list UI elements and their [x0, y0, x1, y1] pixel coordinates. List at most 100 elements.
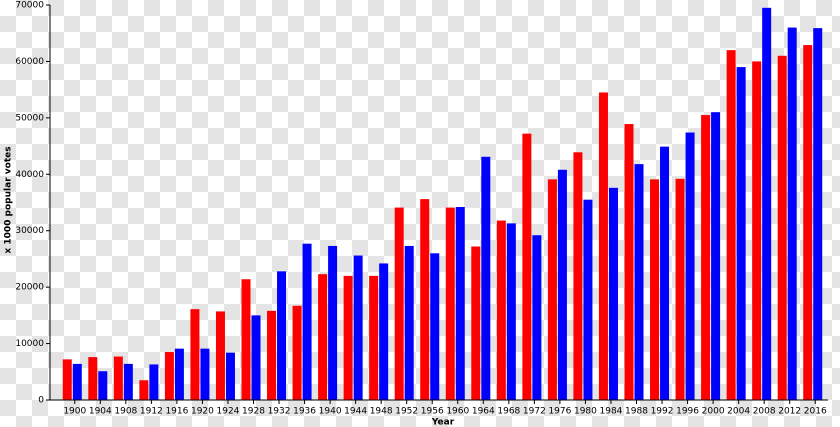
- x-tick-label: 1992: [651, 407, 674, 417]
- bar: [123, 363, 133, 400]
- bar: [506, 223, 516, 400]
- x-tick-label: 1996: [676, 407, 699, 417]
- bar: [369, 275, 379, 400]
- x-tick-label: 1964: [472, 407, 495, 417]
- bar: [62, 359, 72, 400]
- bar: [624, 124, 634, 401]
- bar: [522, 133, 532, 400]
- bar: [164, 352, 174, 400]
- bar: [752, 61, 762, 401]
- y-axis-label: x 1000 popular votes: [4, 146, 14, 253]
- bar: [532, 235, 542, 400]
- x-tick-label: 1968: [497, 407, 520, 417]
- bar: [445, 207, 455, 400]
- x-tick-label: 1976: [548, 407, 571, 417]
- bar: [379, 263, 389, 400]
- bar: [547, 179, 557, 400]
- bar: [277, 271, 287, 400]
- y-tick-label: 40000: [15, 170, 44, 180]
- bar: [598, 92, 608, 400]
- y-tick-label: 70000: [15, 1, 44, 11]
- bar: [777, 55, 787, 401]
- bar: [787, 27, 797, 400]
- bar: [343, 275, 353, 400]
- bar: [113, 356, 123, 400]
- x-tick-label: 1928: [242, 407, 265, 417]
- x-axis-label: Year: [431, 418, 455, 427]
- x-tick-label: 1940: [319, 407, 342, 417]
- x-tick-label: 1924: [217, 407, 240, 417]
- bar: [675, 178, 685, 400]
- x-tick-label: 2008: [753, 407, 776, 417]
- bar: [685, 132, 695, 400]
- y-tick-label: 50000: [15, 113, 44, 123]
- bar: [736, 67, 746, 401]
- bar: [72, 363, 82, 400]
- bar: [302, 243, 312, 400]
- bar: [98, 371, 108, 400]
- y-tick-label: 10000: [15, 339, 44, 349]
- x-tick-label: 1972: [523, 407, 546, 417]
- bar: [471, 246, 481, 400]
- bar: [726, 50, 736, 401]
- x-tick-label: 2000: [702, 407, 725, 417]
- bar: [583, 199, 593, 400]
- bar: [394, 207, 404, 400]
- bar: [660, 146, 670, 400]
- x-tick-label: 2004: [727, 407, 750, 417]
- bar: [420, 199, 430, 400]
- bar: [267, 310, 277, 400]
- x-tick-label: 1948: [370, 407, 393, 417]
- bar: [251, 315, 261, 400]
- bar: [353, 255, 363, 400]
- x-tick-label: 1952: [395, 407, 418, 417]
- x-tick-label: 1900: [63, 407, 86, 417]
- x-tick-label: 1908: [114, 407, 137, 417]
- bar: [430, 253, 440, 400]
- bar: [573, 152, 583, 400]
- x-tick-label: 2016: [804, 407, 827, 417]
- bar: [174, 348, 184, 400]
- y-tick-label: 0: [38, 396, 44, 406]
- bar: [215, 311, 225, 400]
- bar: [711, 112, 721, 400]
- x-tick-label: 1932: [268, 407, 291, 417]
- bar: [190, 309, 200, 400]
- y-tick-label: 60000: [15, 57, 44, 67]
- bar: [803, 45, 813, 401]
- bar: [139, 380, 149, 400]
- bar: [200, 348, 210, 400]
- bar: [608, 187, 618, 400]
- y-tick-label: 20000: [15, 283, 44, 293]
- bar: [481, 156, 491, 400]
- x-tick-label: 1920: [191, 407, 214, 417]
- bar: [292, 305, 302, 400]
- x-tick-label: 1912: [140, 407, 163, 417]
- x-tick-label: 1960: [446, 407, 469, 417]
- bar: [650, 179, 660, 400]
- x-tick-label: 2012: [778, 407, 801, 417]
- bar: [241, 279, 251, 400]
- x-tick-label: 1904: [89, 407, 112, 417]
- x-tick-label: 1936: [293, 407, 316, 417]
- bar: [149, 364, 159, 400]
- x-tick-label: 1984: [600, 407, 623, 417]
- x-tick-label: 1916: [165, 407, 188, 417]
- y-tick-label: 30000: [15, 226, 44, 236]
- bar: [701, 115, 711, 401]
- bar: [762, 7, 772, 400]
- x-tick-label: 1988: [625, 407, 648, 417]
- bar: [88, 357, 98, 400]
- bar: [813, 28, 823, 401]
- bar: [634, 164, 644, 400]
- x-tick-label: 1956: [421, 407, 444, 417]
- bar: [225, 352, 235, 400]
- bar: [455, 207, 465, 400]
- bar: [557, 169, 567, 400]
- bar: [404, 245, 414, 400]
- x-tick-label: 1944: [344, 407, 367, 417]
- x-tick-label: 1980: [574, 407, 597, 417]
- bar: [328, 245, 338, 400]
- bar: [318, 274, 328, 400]
